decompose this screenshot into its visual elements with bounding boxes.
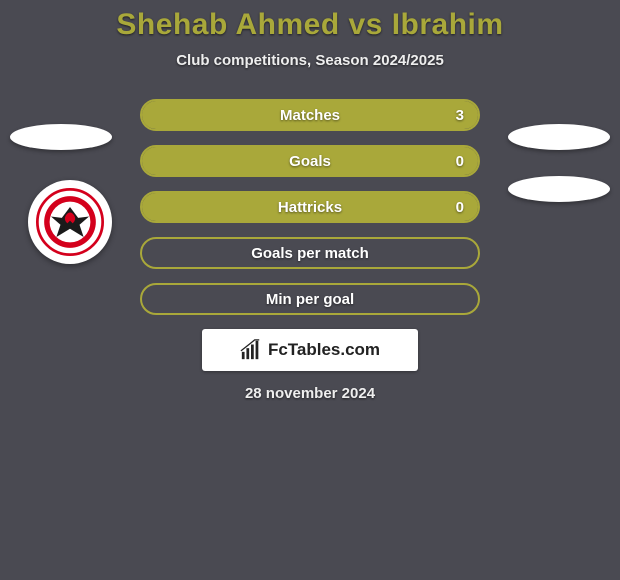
stat-label: Goals per match <box>251 245 369 262</box>
player-right-photo-placeholder <box>508 124 610 150</box>
main-panel: Shehab Ahmed vs Ibrahim Club competition… <box>0 0 620 402</box>
stat-value: 0 <box>456 199 464 216</box>
player-left-photo-placeholder <box>10 124 112 150</box>
stat-row-matches: Matches 3 <box>140 99 480 131</box>
stat-label: Hattricks <box>278 199 342 216</box>
footer-date: 28 november 2024 <box>0 385 620 402</box>
page-title: Shehab Ahmed vs Ibrahim <box>0 8 620 42</box>
stat-label: Min per goal <box>266 291 354 308</box>
branding-text: FcTables.com <box>268 340 380 360</box>
club-right-badge-placeholder <box>508 176 610 202</box>
stat-row-goals: Goals 0 <box>140 145 480 177</box>
club-left-badge <box>28 180 112 264</box>
stat-value: 3 <box>456 107 464 124</box>
stat-row-goals-per-match: Goals per match <box>140 237 480 269</box>
club-crest-icon <box>36 188 104 256</box>
stat-label: Goals <box>289 153 331 170</box>
stat-row-hattricks: Hattricks 0 <box>140 191 480 223</box>
stat-row-min-per-goal: Min per goal <box>140 283 480 315</box>
page-subtitle: Club competitions, Season 2024/2025 <box>0 52 620 69</box>
chart-icon <box>240 339 262 361</box>
stat-value: 0 <box>456 153 464 170</box>
stat-label: Matches <box>280 107 340 124</box>
branding-box: FcTables.com <box>202 329 418 371</box>
stats-container: Matches 3 Goals 0 Hattricks 0 Goals per … <box>140 99 480 315</box>
